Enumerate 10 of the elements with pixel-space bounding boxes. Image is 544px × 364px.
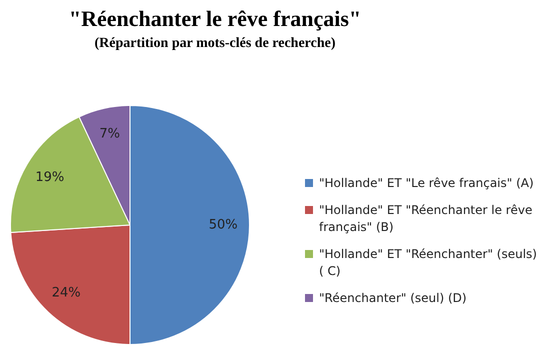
legend-label: "Hollande" ET "Réenchanter" (seuls) ( C) [319,247,537,278]
legend-label: "Hollande" ET "Réenchanter le rêve français" (B) [319,203,532,234]
legend-label: "Réenchanter" (seul) (D) [319,291,467,305]
data-label: 24% [52,285,81,300]
data-label: 50% [208,217,238,232]
legend-label: "Hollande" ET "Le rêve français" (A) [319,176,534,190]
data-label: 7% [99,126,120,142]
chart-subtitle: (Répartition par mots-clés de recherche) [93,36,337,52]
data-label: 19% [35,170,64,185]
chart-title: "Réenchanter le rêve français" [68,6,362,32]
